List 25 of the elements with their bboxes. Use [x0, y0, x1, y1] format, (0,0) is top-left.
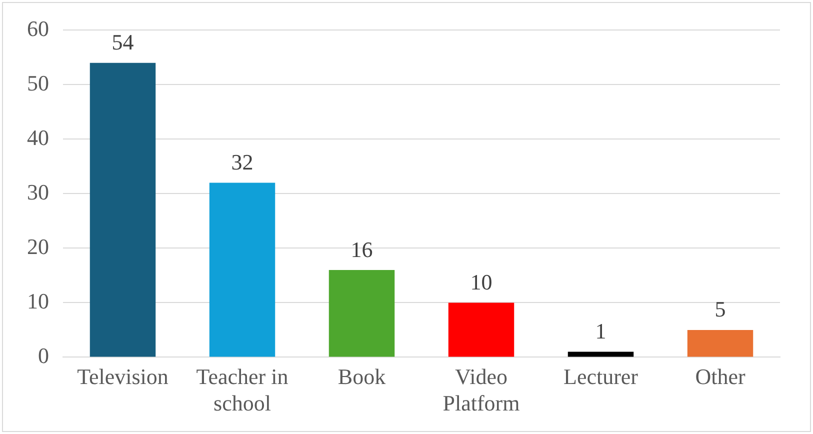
data-label: 1	[595, 318, 606, 344]
y-tick-label: 50	[27, 70, 49, 96]
x-tick-label: Book	[338, 364, 386, 390]
bar	[328, 270, 395, 357]
data-label: 16	[350, 236, 373, 262]
y-tick-label: 30	[27, 179, 49, 204]
bar	[209, 182, 276, 357]
x-tick-label: Video Platform	[442, 364, 520, 416]
x-tick-label: Other	[695, 364, 746, 390]
data-label: 5	[714, 296, 726, 322]
bar	[448, 302, 514, 357]
y-tick-label: 0	[38, 342, 49, 368]
x-tick-label: Teacher in school	[196, 364, 288, 416]
data-label: 32	[231, 150, 254, 175]
x-tick-label: Television	[77, 364, 168, 390]
y-tick-label: 10	[27, 288, 49, 314]
data-label: 54	[112, 30, 134, 55]
y-tick-label: 40	[27, 124, 49, 150]
bar	[568, 352, 634, 357]
bar	[687, 330, 754, 357]
x-tick-label: Lecturer	[564, 364, 639, 390]
bar	[90, 62, 156, 357]
y-tick-label: 60	[27, 16, 49, 41]
data-label: 10	[470, 269, 492, 294]
y-tick-label: 20	[27, 234, 49, 259]
